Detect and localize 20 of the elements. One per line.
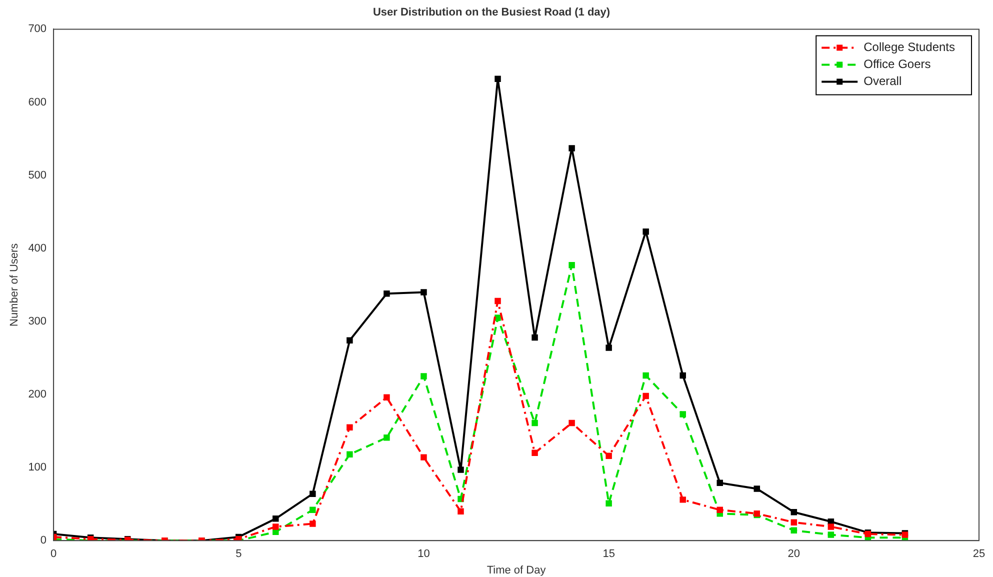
x-axis-title: Time of Day <box>486 564 546 576</box>
chart-title: User Distribution on the Busiest Road (1 day) <box>372 6 610 19</box>
legend-label: Office Goers <box>864 57 931 72</box>
y-tick-label: 500 <box>28 169 47 182</box>
legend-label: College Students <box>864 40 956 54</box>
y-tick-label: 0 <box>40 534 47 547</box>
x-tick-label: 10 <box>418 548 430 560</box>
x-tick-label: 20 <box>788 548 800 560</box>
x-tick-label: 0 <box>50 548 57 560</box>
x-tick-label: 15 <box>602 548 615 560</box>
y-axis-title: Number of Users <box>8 242 21 326</box>
y-tick-label: 700 <box>28 23 47 36</box>
x-tick-label: 5 <box>236 548 242 560</box>
legend-label: Overall <box>864 74 902 88</box>
y-tick-label: 400 <box>28 242 47 254</box>
x-tick-label: 25 <box>972 548 986 560</box>
y-tick-label: 600 <box>28 96 47 108</box>
y-tick-label: 100 <box>28 462 47 474</box>
y-tick-label: 200 <box>28 388 47 401</box>
y-tick-label: 300 <box>28 315 47 328</box>
